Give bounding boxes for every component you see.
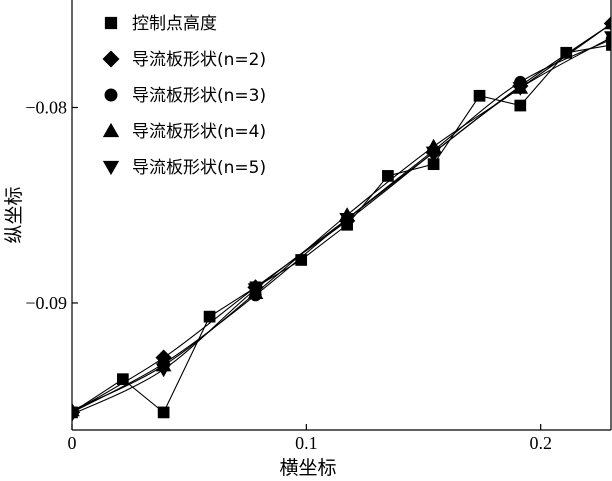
- legend-marker-diamond: [102, 50, 120, 68]
- data-point-square: [117, 373, 129, 386]
- ticks: 0 0.1 0.2 −0.09 −0.08: [25, 98, 552, 454]
- y-axis-label: 纵坐标: [3, 186, 25, 243]
- data-point-triangle-up: [604, 17, 611, 30]
- x-tick-label: 0.1: [295, 433, 318, 453]
- data-point-square: [606, 39, 611, 51]
- data-point-triangle-down: [247, 283, 264, 298]
- x-tick-label: 0.2: [529, 433, 552, 453]
- x-tick-label: 0: [68, 433, 77, 453]
- series-markers: [72, 16, 611, 423]
- data-point-square: [157, 406, 170, 419]
- legend-label: 导流板形状(n=5): [132, 158, 266, 178]
- y-tick-label: −0.08: [25, 98, 67, 118]
- legend-marker-circle: [104, 88, 118, 102]
- legend-label: 导流板形状(n=3): [132, 86, 266, 106]
- legend-label: 导流板形状(n=2): [132, 50, 266, 70]
- data-point-triangle-down: [425, 146, 442, 161]
- data-point-triangle-down: [155, 363, 172, 378]
- x-axis-label: 横坐标: [279, 457, 336, 479]
- data-point-square: [560, 46, 573, 59]
- data-point-triangle-down: [72, 408, 80, 423]
- legend-marker-triangle-down: [102, 160, 120, 176]
- legend-marker-triangle-up: [102, 122, 120, 138]
- data-point-square: [295, 254, 308, 266]
- data-point-square: [427, 158, 440, 171]
- y-tick-label: −0.09: [25, 293, 67, 313]
- data-point-triangle-down: [339, 213, 355, 227]
- data-point-square: [473, 89, 486, 102]
- legend-marker-square: [104, 16, 118, 30]
- data-point-square: [382, 170, 394, 182]
- legend-label: 控制点高度: [132, 14, 217, 34]
- data-point-triangle-down: [604, 31, 611, 44]
- data-point-triangle-down: [512, 82, 529, 96]
- data-point-square: [514, 99, 527, 112]
- axes: [71, 0, 612, 431]
- legend-label: 导流板形状(n=4): [132, 122, 266, 142]
- data-point-square: [203, 310, 216, 323]
